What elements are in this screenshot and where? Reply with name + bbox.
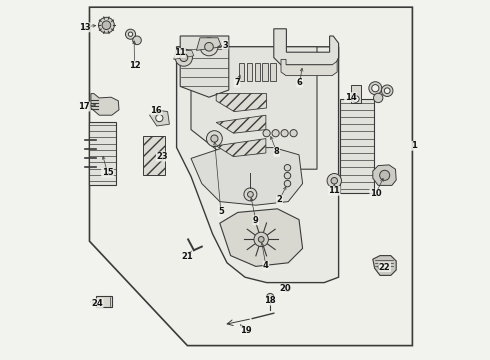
Text: 4: 4: [263, 261, 269, 270]
Polygon shape: [90, 7, 413, 346]
Circle shape: [272, 130, 279, 137]
Circle shape: [284, 172, 291, 179]
Text: 17: 17: [78, 102, 90, 111]
Text: 11: 11: [173, 49, 185, 57]
Circle shape: [200, 38, 218, 56]
Bar: [254, 63, 260, 81]
Text: 7: 7: [234, 78, 240, 87]
Bar: [263, 63, 268, 81]
Text: 13: 13: [79, 23, 90, 32]
Text: 2: 2: [277, 195, 283, 204]
Circle shape: [125, 29, 136, 39]
Circle shape: [369, 82, 382, 95]
Text: 16: 16: [150, 106, 162, 114]
Bar: [144, 136, 165, 175]
Circle shape: [254, 232, 269, 247]
Circle shape: [180, 54, 188, 62]
Circle shape: [263, 130, 270, 137]
Circle shape: [284, 180, 291, 187]
Text: 9: 9: [253, 216, 259, 225]
Polygon shape: [373, 256, 396, 275]
Polygon shape: [216, 94, 267, 112]
Bar: [89, 122, 116, 185]
Text: 1: 1: [411, 141, 416, 150]
Polygon shape: [373, 165, 396, 185]
Circle shape: [133, 36, 141, 45]
Circle shape: [128, 32, 133, 36]
Bar: [270, 63, 276, 81]
Bar: [246, 63, 252, 81]
Polygon shape: [149, 110, 170, 126]
Circle shape: [284, 284, 291, 292]
Bar: [239, 63, 244, 81]
Text: 12: 12: [128, 61, 140, 70]
Polygon shape: [274, 29, 339, 65]
Polygon shape: [220, 209, 303, 266]
Bar: [96, 296, 112, 307]
Bar: [340, 99, 374, 193]
Bar: [351, 85, 361, 103]
Text: 19: 19: [240, 326, 251, 335]
Text: 23: 23: [156, 152, 168, 161]
Text: 6: 6: [297, 78, 303, 87]
Circle shape: [247, 192, 253, 197]
Circle shape: [378, 264, 384, 270]
Circle shape: [384, 264, 390, 270]
Text: 24: 24: [91, 299, 103, 307]
Circle shape: [380, 170, 390, 180]
Polygon shape: [191, 47, 317, 169]
Polygon shape: [196, 38, 221, 50]
Text: 10: 10: [370, 189, 382, 198]
Circle shape: [290, 130, 297, 137]
Circle shape: [327, 174, 342, 188]
Circle shape: [353, 96, 359, 102]
Circle shape: [98, 17, 114, 33]
Circle shape: [206, 131, 222, 147]
Circle shape: [175, 49, 193, 66]
Text: 3: 3: [222, 40, 228, 49]
Polygon shape: [176, 47, 339, 283]
Polygon shape: [191, 148, 303, 205]
Circle shape: [267, 293, 274, 301]
Circle shape: [102, 21, 111, 30]
Circle shape: [244, 188, 257, 201]
Text: 22: 22: [379, 263, 391, 271]
Text: 20: 20: [280, 284, 292, 293]
Text: 15: 15: [101, 168, 113, 177]
Polygon shape: [91, 94, 119, 115]
Circle shape: [258, 237, 264, 242]
Circle shape: [373, 93, 383, 103]
Circle shape: [381, 85, 393, 96]
Polygon shape: [216, 115, 266, 133]
Text: 5: 5: [218, 207, 224, 216]
Circle shape: [372, 85, 379, 92]
Circle shape: [284, 165, 291, 171]
Polygon shape: [174, 50, 194, 59]
Polygon shape: [216, 139, 266, 157]
Circle shape: [211, 135, 218, 142]
Circle shape: [331, 177, 338, 184]
Text: 11: 11: [328, 186, 340, 195]
Circle shape: [281, 130, 288, 137]
Text: 8: 8: [274, 148, 280, 156]
Circle shape: [384, 88, 390, 94]
Text: 18: 18: [264, 296, 275, 305]
Circle shape: [156, 114, 163, 122]
Polygon shape: [180, 36, 229, 97]
Circle shape: [205, 42, 213, 51]
Text: 14: 14: [344, 93, 356, 102]
Text: 21: 21: [181, 252, 193, 261]
Polygon shape: [281, 59, 337, 76]
